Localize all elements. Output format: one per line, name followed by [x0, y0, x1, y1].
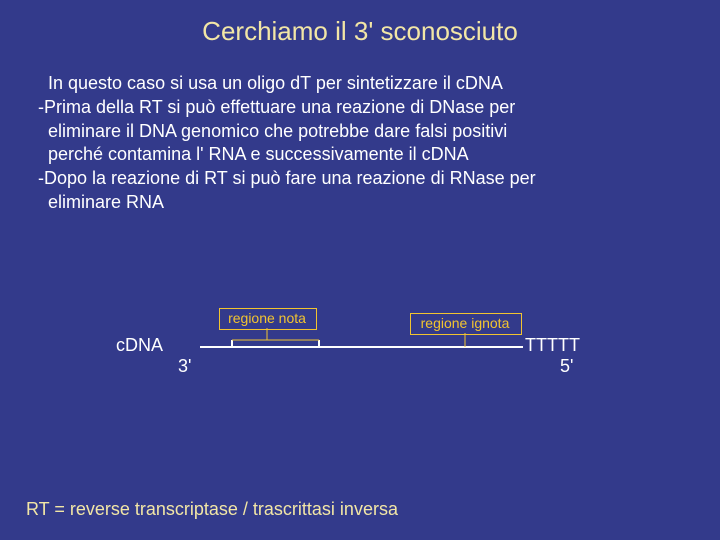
regione-nota-label: regione nota [219, 310, 315, 326]
body-line-3: eliminare il DNA genomico che potrebbe d… [38, 120, 682, 144]
slide-title: Cerchiamo il 3' sconosciuto [0, 16, 720, 47]
footer-definition: RT = reverse transcriptase / trascrittas… [26, 499, 398, 520]
body-line-4: perché contamina l' RNA e successivament… [38, 143, 682, 167]
body-line-6: eliminare RNA [38, 191, 682, 215]
three-prime-label: 3' [178, 356, 191, 377]
ttttt-label: TTTTT [525, 335, 580, 356]
five-prime-label: 5' [560, 356, 573, 377]
body-line-5: -Dopo la reazione di RT si può fare una … [38, 168, 536, 188]
regione-ignota-label: regione ignota [410, 315, 520, 331]
cdna-label: cDNA [116, 335, 163, 356]
body-line-1: In questo caso si usa un oligo dT per si… [38, 72, 682, 96]
body-line-2: -Prima della RT si può effettuare una re… [38, 97, 515, 117]
body-text-block: In questo caso si usa un oligo dT per si… [38, 72, 682, 215]
